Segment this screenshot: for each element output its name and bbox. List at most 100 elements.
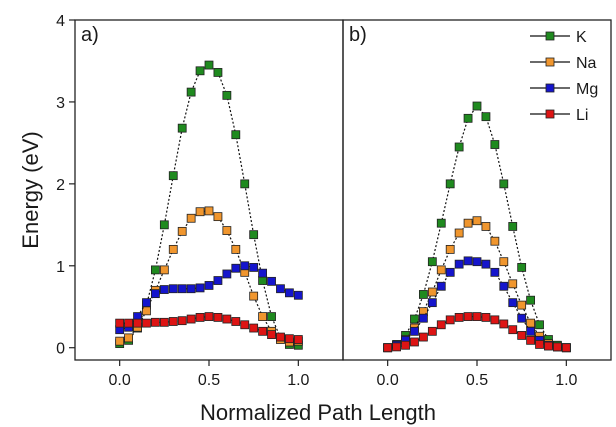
- data-point-li: [401, 340, 410, 350]
- data-point-li: [133, 318, 142, 328]
- data-point-k: [535, 320, 544, 330]
- data-point-na: [508, 279, 518, 289]
- data-point-k: [213, 68, 223, 77]
- x-tick-label: 0.5: [466, 372, 488, 389]
- data-point-na: [213, 212, 223, 222]
- data-point-k: [410, 314, 419, 324]
- data-point-k: [168, 171, 178, 181]
- data-point-k: [195, 66, 205, 76]
- data-point-mg: [177, 284, 187, 294]
- data-point-mg: [276, 284, 285, 294]
- data-point-mg: [463, 256, 473, 266]
- data-point-na: [463, 218, 473, 228]
- data-point-li: [463, 312, 473, 321]
- data-point-na: [499, 257, 509, 267]
- panel-b-x-ticks: 0.0 0.5 1.0: [377, 360, 578, 389]
- data-point-li: [267, 330, 276, 340]
- y-axis-title: Energy (eV): [18, 131, 43, 248]
- data-point-mg: [150, 289, 160, 299]
- series-line-k: [387, 105, 567, 349]
- panel-a-frame: [74, 19, 344, 361]
- panel-b-series: [383, 101, 571, 353]
- data-point-li: [490, 315, 500, 325]
- data-point-mg: [284, 288, 294, 298]
- x-tick-label: 1.0: [287, 372, 309, 389]
- data-point-na: [454, 228, 464, 238]
- data-point-k: [204, 60, 214, 70]
- data-point-mg: [222, 269, 232, 279]
- data-point-k: [472, 101, 482, 111]
- data-point-na: [195, 207, 205, 217]
- data-point-li: [472, 312, 482, 321]
- panel-b: b) 0.0 0.5 1.0: [342, 19, 612, 389]
- data-point-na: [124, 333, 133, 343]
- data-point-k: [249, 230, 259, 240]
- legend-label-k: K: [576, 29, 587, 46]
- data-point-k: [490, 140, 500, 149]
- data-point-mg: [240, 261, 250, 271]
- data-point-li: [142, 318, 151, 328]
- data-point-li: [454, 312, 464, 322]
- data-point-mg: [481, 259, 491, 269]
- data-point-mg: [454, 259, 464, 269]
- legend-marker-li: [545, 109, 555, 119]
- data-point-na: [472, 216, 482, 226]
- data-point-mg: [517, 313, 527, 323]
- y-tick-label: 2: [56, 177, 65, 194]
- data-point-mg: [293, 290, 303, 300]
- legend-marker-mg: [545, 83, 555, 93]
- data-point-li: [186, 314, 196, 324]
- data-point-li: [159, 317, 169, 327]
- y-tick-label: 3: [56, 95, 65, 112]
- data-point-li: [177, 316, 187, 326]
- data-point-mg: [445, 267, 455, 277]
- data-point-li: [240, 320, 250, 330]
- data-point-li: [553, 342, 562, 352]
- data-point-k: [418, 290, 428, 299]
- data-point-k: [499, 179, 509, 189]
- data-point-na: [186, 213, 196, 223]
- data-point-li: [526, 335, 535, 345]
- data-point-na: [249, 291, 259, 301]
- data-point-mg: [490, 267, 500, 277]
- legend-label-li: Li: [576, 107, 588, 124]
- data-point-na: [526, 318, 535, 328]
- data-point-li: [445, 315, 455, 325]
- panel-a-series: [115, 60, 303, 350]
- data-point-na: [204, 206, 214, 216]
- data-point-li: [258, 326, 268, 336]
- data-point-k: [454, 142, 464, 152]
- data-point-na: [115, 336, 125, 346]
- data-point-mg: [508, 298, 518, 308]
- data-point-mg: [410, 326, 419, 336]
- y-tick-label: 1: [56, 259, 65, 276]
- data-point-k: [267, 312, 276, 321]
- data-point-k: [481, 112, 491, 122]
- data-point-li: [222, 314, 232, 324]
- data-point-mg: [142, 298, 151, 308]
- panel-a-y-ticks: 0 1 2 3 4: [56, 13, 75, 358]
- data-point-na: [222, 226, 232, 235]
- data-point-li: [544, 341, 553, 351]
- data-point-li: [124, 318, 133, 328]
- data-point-k: [517, 263, 527, 272]
- data-point-mg: [213, 276, 223, 285]
- data-point-mg: [231, 263, 241, 273]
- data-point-k: [231, 130, 241, 140]
- data-point-na: [258, 312, 268, 321]
- panel-a: a) 0.0 0.5 1.0 0 1 2 3 4: [56, 13, 344, 389]
- y-tick-label: 4: [56, 13, 65, 30]
- x-tick-label: 0.0: [377, 372, 399, 389]
- legend-label-mg: Mg: [576, 81, 598, 98]
- data-point-li: [168, 317, 178, 326]
- data-point-li: [204, 312, 214, 321]
- data-point-k: [445, 179, 455, 189]
- data-point-li: [436, 320, 446, 330]
- y-tick-label: 0: [56, 341, 65, 358]
- data-point-k: [436, 218, 446, 228]
- data-point-na: [177, 226, 187, 236]
- data-point-na: [427, 287, 437, 297]
- data-point-na: [481, 222, 491, 231]
- data-point-k: [159, 220, 169, 230]
